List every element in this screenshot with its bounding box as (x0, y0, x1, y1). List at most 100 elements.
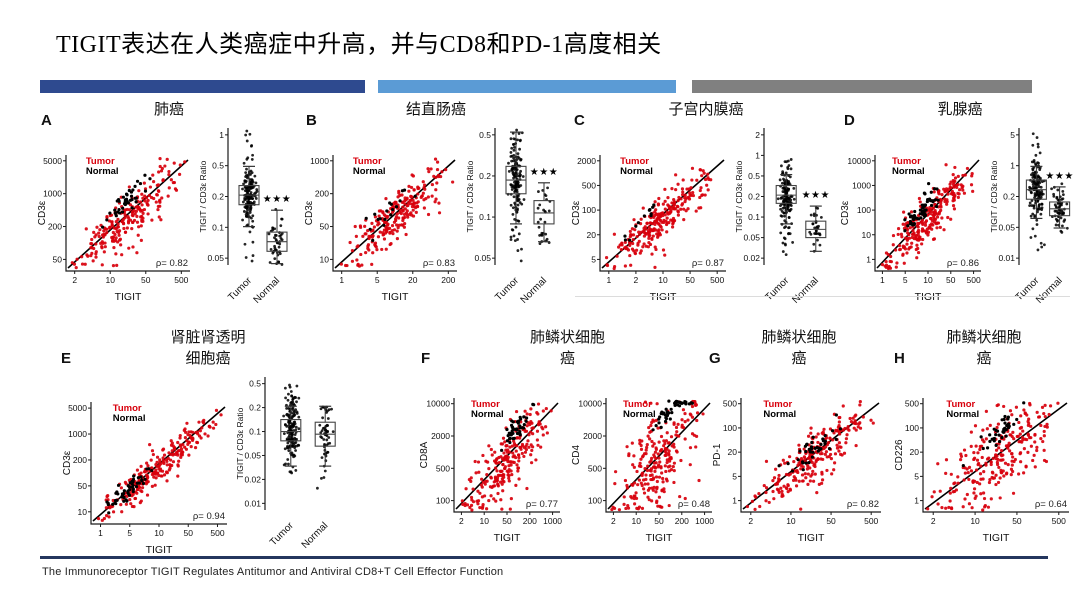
svg-text:5: 5 (1010, 130, 1015, 140)
svg-text:10000: 10000 (578, 399, 602, 409)
svg-text:50: 50 (685, 275, 695, 285)
svg-text:★★★: ★★★ (1045, 171, 1073, 182)
panel-title: 结直肠癌 (405, 102, 466, 118)
svg-text:TIGIT / CD3ε Ratio: TIGIT / CD3ε Ratio (734, 160, 744, 232)
scatter-plot-D: 1 10 100 1000 10000 1 5 10 50 500 CD3ε TIGIT TumorNo… (840, 155, 981, 303)
svg-text:ρ= 0.94: ρ= 0.94 (193, 511, 225, 522)
svg-text:50: 50 (502, 516, 512, 526)
svg-text:10: 10 (105, 275, 115, 285)
svg-text:0.05: 0.05 (998, 222, 1015, 232)
svg-text:100: 100 (905, 423, 919, 433)
svg-text:0.2: 0.2 (1003, 192, 1015, 202)
svg-text:10: 10 (862, 230, 872, 240)
svg-text:1000: 1000 (68, 429, 87, 439)
svg-text:2000: 2000 (577, 156, 596, 166)
svg-text:TIGIT: TIGIT (915, 291, 942, 303)
box-plot-B: 0.5 0.2 0.1 0.05 TIGIT / CD3ε Ratio TumorNorm… (465, 128, 558, 306)
svg-text:1000: 1000 (695, 516, 714, 526)
svg-text:500: 500 (174, 275, 188, 285)
svg-text:2: 2 (931, 516, 936, 526)
svg-text:CD3ε: CD3ε (840, 200, 851, 225)
svg-text:10000: 10000 (426, 399, 450, 409)
svg-text:10: 10 (154, 528, 164, 538)
svg-text:100: 100 (435, 496, 449, 506)
svg-text:1000: 1000 (852, 180, 871, 190)
svg-text:1: 1 (914, 496, 919, 506)
svg-text:2: 2 (755, 130, 760, 140)
svg-text:2: 2 (611, 516, 616, 526)
svg-text:★★★: ★★★ (530, 167, 558, 178)
svg-text:20: 20 (587, 230, 597, 240)
svg-text:500: 500 (723, 399, 737, 409)
svg-text:CD3ε: CD3ε (62, 450, 73, 475)
box-plot-A: 1 0.5 0.2 0.1 0.05 TIGIT / CD3ε Ratio TumorNor… (198, 128, 291, 306)
svg-text:Tumor: Tumor (86, 156, 115, 167)
svg-text:1: 1 (606, 275, 611, 285)
svg-text:1: 1 (866, 254, 871, 264)
svg-text:1: 1 (1010, 161, 1015, 171)
svg-text:500: 500 (587, 463, 601, 473)
panel-title: 肺鳞状细胞 癌 (761, 330, 837, 367)
svg-text:Tumor: Tumor (353, 156, 382, 167)
svg-text:Tumor: Tumor (892, 156, 921, 167)
svg-text:Tumor: Tumor (763, 275, 791, 303)
svg-text:CD3ε: CD3ε (571, 200, 582, 225)
panel-letter: F (421, 350, 431, 367)
svg-text:5: 5 (903, 275, 908, 285)
svg-text:Tumor: Tumor (268, 520, 296, 548)
svg-text:ρ= 0.87: ρ= 0.87 (692, 258, 724, 269)
scatter-plot-E: 10 50 200 1000 5000 1 5 10 50 500 CD3ε TIGIT TumorNo… (62, 402, 227, 556)
slide-title: TIGIT表达在人类癌症中升高，并与CD8和PD-1高度相关 (56, 32, 662, 58)
svg-text:50: 50 (946, 275, 956, 285)
panel-charts: 50 200 1000 5000 2 10 50 500 CD3ε TIGIT Tumor Norma… (35, 123, 303, 309)
scatter-plot-F-1: 100 500 2000 10000 2 10 50 200 1000 CD8A TIGIT Tumo… (419, 398, 562, 544)
svg-text:10: 10 (78, 507, 88, 517)
svg-text:PD-1: PD-1 (712, 443, 723, 466)
svg-text:10: 10 (658, 275, 668, 285)
svg-text:0.2: 0.2 (479, 171, 491, 181)
svg-text:5: 5 (591, 254, 596, 264)
svg-text:TIGIT: TIGIT (650, 291, 677, 303)
svg-text:200: 200 (48, 222, 62, 232)
svg-text:100: 100 (587, 496, 601, 506)
svg-text:0.5: 0.5 (479, 130, 491, 140)
svg-text:50: 50 (654, 516, 664, 526)
panel-charts: 5 20 100 500 2000 1 2 10 50 500 CD3ε TIGIT Tumor Norm… (568, 123, 844, 309)
svg-text:5000: 5000 (43, 156, 62, 166)
svg-text:CD4: CD4 (571, 445, 582, 465)
svg-text:10: 10 (786, 516, 796, 526)
svg-text:5: 5 (375, 275, 380, 285)
svg-text:ρ= 0.83: ρ= 0.83 (423, 258, 455, 269)
svg-text:200: 200 (674, 516, 688, 526)
svg-text:Tumor: Tumor (493, 275, 521, 303)
svg-text:Normal: Normal (620, 166, 653, 177)
accent-bar-lightblue (378, 80, 676, 93)
svg-text:CD8A: CD8A (419, 441, 430, 468)
svg-text:CD3ε: CD3ε (37, 200, 48, 225)
svg-text:TIGIT: TIGIT (115, 291, 142, 303)
svg-text:0.02: 0.02 (743, 253, 760, 263)
svg-text:50: 50 (1012, 516, 1022, 526)
svg-text:10000: 10000 (847, 156, 871, 166)
svg-text:2000: 2000 (431, 431, 450, 441)
accent-bar-navy (40, 80, 365, 93)
svg-text:Normal: Normal (763, 409, 796, 420)
panel-E: E 肾脏肾透明 细胞癌 10 50 200 1000 5000 1 5 10 50 500 CD3ε TI… (55, 328, 361, 556)
svg-text:Tumor: Tumor (620, 156, 649, 167)
panel-B: B 结直肠癌 10 50 200 1000 1 5 20 200 CD3ε TIGIT Tumor Nor… (300, 100, 572, 309)
svg-text:★★★: ★★★ (263, 194, 291, 205)
svg-text:Normal: Normal (622, 409, 655, 420)
box-plot-E: 0.5 0.2 0.1 0.05 0.02 0.01 TIGIT / CD3ε Ratio T… (235, 377, 336, 551)
svg-text:ρ= 0.77: ρ= 0.77 (525, 499, 557, 510)
svg-text:Normal: Normal (790, 275, 821, 306)
svg-text:0.05: 0.05 (474, 253, 491, 263)
svg-text:0.01: 0.01 (244, 498, 261, 508)
svg-text:TIGIT / CD3ε Ratio: TIGIT / CD3ε Ratio (465, 160, 475, 232)
svg-text:Normal: Normal (113, 413, 146, 424)
svg-text:200: 200 (315, 189, 329, 199)
panel-C: C 子宫内膜癌 5 20 100 500 2000 1 2 10 50 500 CD3ε TIGIT Tum… (568, 100, 844, 309)
svg-text:0.1: 0.1 (748, 212, 760, 222)
svg-text:10: 10 (479, 516, 489, 526)
